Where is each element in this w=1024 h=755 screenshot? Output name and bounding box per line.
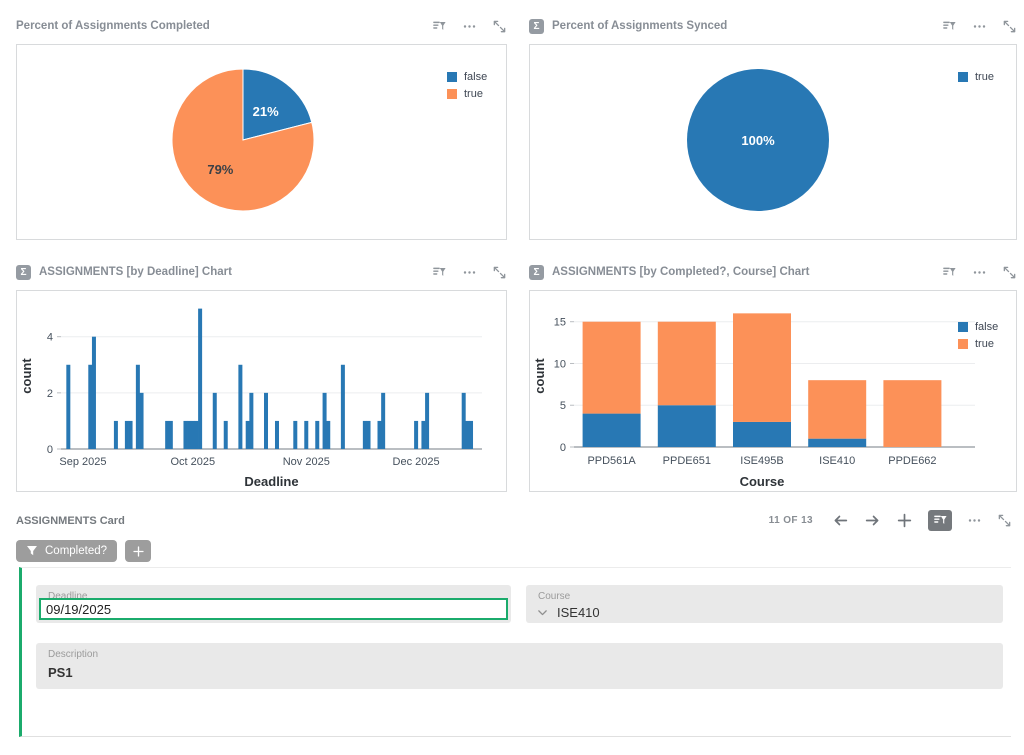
- svg-text:Sep 2025: Sep 2025: [59, 456, 106, 468]
- more-options-icon[interactable]: [972, 265, 987, 280]
- expand-icon[interactable]: [997, 513, 1012, 528]
- filter-icon[interactable]: [942, 19, 957, 34]
- course-field-label: Course: [538, 591, 571, 602]
- expand-icon[interactable]: [492, 265, 507, 280]
- more-options-icon[interactable]: [462, 265, 477, 280]
- svg-text:PPDE662: PPDE662: [888, 455, 936, 467]
- filter-icon: [933, 513, 948, 528]
- svg-text:100%: 100%: [741, 133, 775, 148]
- course-stacked-chart: 0 5 10 15 PPD561A PPDE651 ISE495B ISE410 PPDE662…: [532, 313, 975, 489]
- card-section-title: ASSIGNMENTS Card: [16, 514, 125, 527]
- legend-item[interactable]: false: [447, 71, 487, 83]
- deadline-field-label: Deadline: [48, 591, 88, 602]
- course-value: ISE410: [557, 605, 600, 620]
- panel-header-completed: Percent of Assignments Completed: [16, 16, 507, 36]
- legend-label: true: [464, 88, 483, 100]
- description-value: PS1: [48, 665, 73, 680]
- svg-text:count: count: [19, 358, 34, 394]
- description-field[interactable]: Description PS1: [36, 643, 1003, 689]
- assignment-record-card: Deadline Course ISE410 Description PS1: [19, 567, 1011, 737]
- filter-chip-bar: Completed?: [16, 540, 152, 562]
- panel-header-deadline-chart: Σ ASSIGNMENTS [by Deadline] Chart: [16, 262, 507, 282]
- expand-icon[interactable]: [1002, 265, 1017, 280]
- legend-item[interactable]: false: [958, 321, 998, 333]
- svg-text:Dec 2025: Dec 2025: [393, 456, 440, 468]
- panel-header-synced: Σ Percent of Assignments Synced: [529, 16, 1017, 36]
- svg-text:ISE495B: ISE495B: [740, 455, 783, 467]
- panel-header-course-chart: Σ ASSIGNMENTS [by Completed?, Course] Ch…: [529, 262, 1017, 282]
- legend-label: false: [975, 321, 999, 333]
- expand-icon[interactable]: [1002, 19, 1017, 34]
- svg-text:PPD561A: PPD561A: [587, 455, 636, 467]
- pie-chart-synced: 100%: [687, 69, 829, 211]
- course-stacked-chart-panel: 0 5 10 15 PPD561A PPDE651 ISE495B ISE410 PPDE662…: [529, 290, 1017, 492]
- svg-text:0: 0: [560, 442, 566, 454]
- legend: false true: [958, 321, 998, 350]
- more-options-icon[interactable]: [462, 19, 477, 34]
- svg-text:10: 10: [554, 358, 566, 370]
- svg-text:Nov 2025: Nov 2025: [283, 456, 330, 468]
- svg-text:PPDE651: PPDE651: [663, 455, 711, 467]
- funnel-icon: [26, 545, 38, 557]
- pie-chart-completed-panel: 21% 79% false true: [16, 44, 507, 240]
- card-section-header: ASSIGNMENTS Card 11 OF 13: [16, 510, 1012, 531]
- expand-icon[interactable]: [492, 19, 507, 34]
- plus-icon: [132, 545, 145, 558]
- filter-icon[interactable]: [942, 265, 957, 280]
- completed-filter-chip[interactable]: Completed?: [16, 540, 118, 562]
- legend-label: false: [464, 71, 488, 83]
- svg-text:ISE410: ISE410: [819, 455, 855, 467]
- legend-swatch: [958, 339, 968, 349]
- legend-swatch: [447, 72, 457, 82]
- pie-chart-synced-panel: 100% true: [529, 44, 1017, 240]
- course-field[interactable]: Course ISE410: [526, 585, 1003, 623]
- chip-label: Completed?: [45, 545, 108, 557]
- deadline-input[interactable]: [39, 598, 508, 620]
- legend-swatch: [447, 89, 457, 99]
- legend-swatch: [958, 72, 968, 82]
- record-counter: 11 OF 13: [768, 515, 813, 526]
- svg-text:5: 5: [560, 400, 566, 412]
- panel-title: Percent of Assignments Synced: [552, 20, 728, 32]
- legend-item[interactable]: true: [447, 88, 487, 100]
- panel-title: Percent of Assignments Completed: [16, 20, 210, 32]
- filter-icon[interactable]: [432, 265, 447, 280]
- filter-active-button[interactable]: [928, 510, 952, 531]
- legend-swatch: [958, 322, 968, 332]
- more-options-icon[interactable]: [967, 513, 982, 528]
- svg-text:15: 15: [554, 317, 566, 329]
- sigma-icon: Σ: [16, 264, 31, 280]
- panel-title: ASSIGNMENTS [by Deadline] Chart: [39, 266, 232, 278]
- svg-text:Course: Course: [740, 474, 785, 489]
- filter-icon[interactable]: [432, 19, 447, 34]
- more-options-icon[interactable]: [972, 19, 987, 34]
- legend-item[interactable]: true: [958, 338, 998, 350]
- svg-text:0: 0: [47, 444, 53, 456]
- previous-record-icon[interactable]: [832, 512, 849, 529]
- pie-chart-completed: 21% 79%: [171, 68, 315, 212]
- svg-text:2: 2: [47, 388, 53, 400]
- legend-label: true: [975, 338, 994, 350]
- legend: true: [958, 71, 994, 83]
- svg-text:Oct 2025: Oct 2025: [170, 456, 215, 468]
- deadline-bar-chart-panel: 0 2 4 Sep 2025 Oct 2025 Nov 2025 Dec 2025 count…: [16, 290, 507, 492]
- panel-title: ASSIGNMENTS [by Completed?, Course] Char…: [552, 266, 810, 278]
- deadline-bar-chart: 0 2 4 Sep 2025 Oct 2025 Nov 2025 Dec 2025 count…: [19, 308, 482, 489]
- description-field-label: Description: [48, 649, 99, 660]
- svg-text:4: 4: [47, 332, 53, 344]
- svg-text:count: count: [532, 358, 547, 394]
- legend-label: true: [975, 71, 994, 83]
- svg-text:Deadline: Deadline: [244, 474, 298, 489]
- svg-text:79%: 79%: [207, 162, 233, 177]
- svg-text:21%: 21%: [253, 104, 279, 119]
- add-filter-chip-button[interactable]: [125, 540, 152, 562]
- sigma-icon: Σ: [529, 264, 544, 280]
- deadline-field: Deadline: [36, 585, 511, 623]
- sigma-icon: Σ: [529, 18, 544, 34]
- next-record-icon[interactable]: [864, 512, 881, 529]
- legend: false true: [447, 71, 487, 100]
- legend-item[interactable]: true: [958, 71, 994, 83]
- chevron-down-icon[interactable]: [536, 606, 549, 619]
- add-record-icon[interactable]: [896, 512, 913, 529]
